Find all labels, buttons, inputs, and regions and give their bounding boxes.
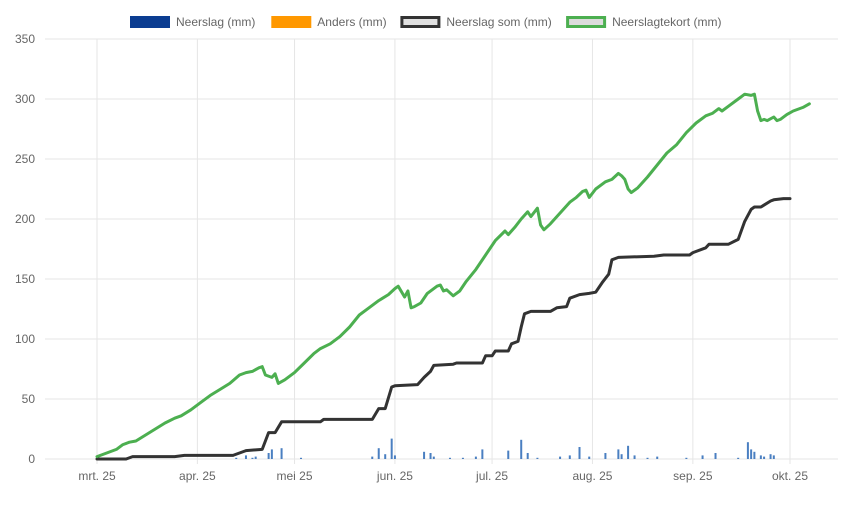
cumulative-precipitation-line — [95, 197, 792, 461]
legend-label: Neerslag (mm) — [176, 15, 255, 29]
x-tick-label: jul. 25 — [475, 469, 508, 483]
precipitation-bar — [461, 457, 464, 459]
precipitation-bar — [627, 445, 630, 459]
y-tick-label: 100 — [15, 332, 35, 346]
y-tick-label: 50 — [22, 392, 36, 406]
precipitation-bar — [429, 453, 432, 459]
precipitation-bar — [578, 447, 581, 459]
x-tick-label: aug. 25 — [572, 469, 612, 483]
precipitation-bar — [371, 456, 374, 459]
x-tick-label: okt. 25 — [772, 469, 808, 483]
legend-swatch — [566, 16, 607, 28]
precipitation-bar — [633, 455, 636, 459]
legend-swatch — [400, 16, 441, 28]
precipitation-bar — [646, 457, 649, 459]
precipitation-bar — [559, 456, 562, 459]
precipitation-bar — [714, 453, 717, 459]
x-tick-label: apr. 25 — [179, 469, 216, 483]
precipitation-deficit-line — [95, 92, 811, 459]
precipitation-bar — [750, 449, 753, 459]
precipitation-bar — [507, 450, 510, 459]
precipitation-bar — [244, 455, 247, 459]
x-tick-label: mei 25 — [277, 469, 313, 483]
legend-label: Neerslag som (mm) — [446, 15, 551, 29]
precipitation-bar — [393, 455, 396, 459]
precipitation-bar — [769, 454, 772, 459]
precipitation-bar — [759, 455, 762, 459]
x-tick-label: jun. 25 — [376, 469, 413, 483]
y-tick-label: 300 — [15, 92, 35, 106]
legend-label: Neerslagtekort (mm) — [612, 15, 721, 29]
precipitation-bar — [620, 454, 623, 459]
precipitation-bar — [377, 448, 380, 459]
x-tick-label: mrt. 25 — [78, 469, 116, 483]
precipitation-bar — [432, 456, 435, 459]
legend: Neerslag (mm) Anders (mm) Neerslag som (mm… — [130, 15, 721, 29]
precipitation-bar — [526, 453, 529, 459]
precipitation-bar — [604, 453, 607, 459]
legend-swatch — [271, 16, 312, 28]
legend-item[interactable]: Anders (mm) — [271, 15, 387, 29]
x-axis: mrt. 25 apr. 25 mei 25 jun. 25 jul. 25 aug. 2… — [78, 469, 808, 483]
precipitation-bar — [251, 457, 254, 459]
bar-series — [235, 438, 775, 459]
precipitation-bar — [701, 455, 704, 459]
precipitation-bar — [474, 456, 477, 459]
precipitation-bar — [235, 457, 238, 459]
precipitation-bar — [753, 451, 756, 459]
precipitation-bar — [300, 457, 303, 459]
precipitation-bar — [568, 455, 571, 459]
y-tick-label: 250 — [15, 152, 35, 166]
precipitation-bar — [656, 456, 659, 459]
precipitation-bar — [423, 451, 426, 459]
line-series — [95, 92, 811, 461]
y-tick-label: 350 — [15, 32, 35, 46]
x-tick-label: sep. 25 — [673, 469, 713, 483]
precipitation-bar — [384, 454, 387, 459]
precipitation-bar — [520, 439, 523, 459]
legend-item[interactable]: Neerslagtekort (mm) — [566, 15, 722, 29]
precipitation-bar — [267, 453, 270, 459]
precipitation-bar — [270, 449, 273, 459]
precipitation-bar — [280, 448, 283, 459]
y-axis: 0 50 100 150 200 250 300 350 — [15, 32, 35, 466]
precipitation-bar — [772, 455, 775, 459]
precipitation-bar — [685, 457, 688, 459]
y-tick-label: 200 — [15, 212, 35, 226]
precipitation-bar — [390, 438, 393, 459]
precipitation-bar — [448, 457, 451, 459]
precipitation-bar — [588, 456, 591, 459]
grid — [45, 38, 838, 464]
precipitation-bar — [536, 457, 539, 459]
legend-swatch — [130, 16, 170, 28]
precipitation-bar — [763, 456, 766, 459]
y-tick-label: 0 — [28, 452, 35, 466]
precipitation-bar — [254, 456, 257, 459]
precipitation-bar — [737, 457, 740, 459]
legend-item[interactable]: Neerslag (mm) — [130, 15, 255, 29]
y-tick-label: 150 — [15, 272, 35, 286]
precipitation-bar — [481, 449, 484, 459]
precipitation-bar — [617, 449, 620, 459]
legend-item[interactable]: Neerslag som (mm) — [400, 15, 552, 29]
precipitation-bar — [746, 442, 749, 459]
legend-label: Anders (mm) — [317, 15, 386, 29]
